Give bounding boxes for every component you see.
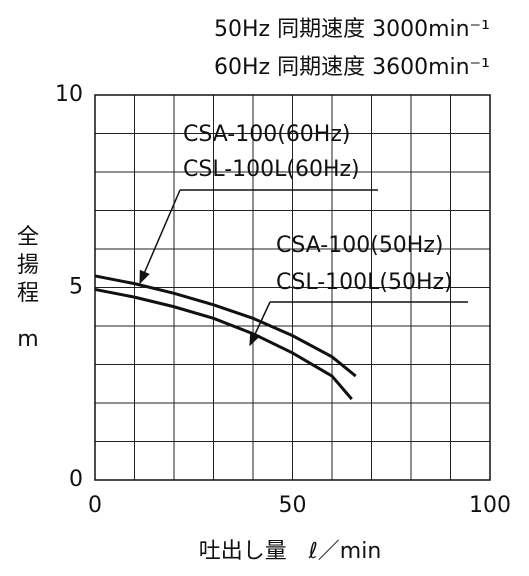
line [94,287,353,401]
x-tick-label: 50 [279,493,307,518]
curve-label: CSL-100L(60Hz) [183,157,360,182]
leader-arrow [249,301,271,347]
y-label: 程 [17,281,39,306]
curve-label: CSL-100L(50Hz) [276,270,453,295]
curve-label: CSA-100(50Hz) [276,233,443,258]
y-label: 全 [17,225,39,250]
x-tick-label: 0 [88,493,102,518]
subtitle: 50Hz 同期速度 3000min⁻¹ [214,17,490,42]
y-tick-label: 5 [69,275,83,300]
y-label: 揚 [17,253,39,278]
label-bg [175,118,380,188]
subtitle: 60Hz 同期速度 3600min⁻¹ [214,55,490,80]
x-tick-label: 100 [469,493,511,518]
y-label: m [17,327,38,352]
line [94,274,357,378]
leader-arrow [139,189,181,285]
plot-frame [94,94,491,481]
y-tick-label: 10 [55,82,83,107]
label-bg [268,228,473,298]
x-label: 吐出し量 ℓ／min [199,539,382,564]
y-tick-label: 0 [69,467,83,492]
curve-label: CSA-100(60Hz) [183,122,350,147]
